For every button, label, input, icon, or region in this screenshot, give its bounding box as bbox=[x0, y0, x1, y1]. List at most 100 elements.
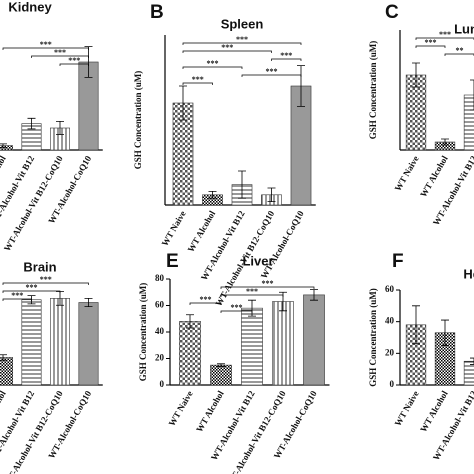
significance-label: *** bbox=[231, 303, 243, 312]
significance-label: *** bbox=[68, 56, 80, 65]
y-tick-label: 40 bbox=[385, 316, 395, 326]
significance-label: *** bbox=[262, 279, 274, 288]
bar bbox=[0, 357, 13, 386]
significance-label: *** bbox=[221, 43, 233, 52]
error-bar bbox=[179, 85, 187, 121]
error-bar bbox=[84, 297, 93, 308]
error-bar bbox=[470, 357, 474, 365]
y-tick-label: 80 bbox=[155, 273, 165, 283]
error-bar bbox=[27, 117, 36, 130]
y-tick-label: 0 bbox=[160, 379, 165, 389]
significance-label: *** bbox=[439, 30, 451, 39]
error-bar bbox=[441, 138, 449, 146]
error-bar bbox=[238, 170, 246, 199]
significance-bracket bbox=[415, 45, 446, 48]
x-tick-label: WT Alcohol bbox=[194, 389, 226, 434]
panel-title: Lung bbox=[454, 21, 474, 36]
y-axis-label: GSH Concentration (uM) bbox=[133, 71, 143, 170]
significance-label: *** bbox=[40, 40, 52, 49]
panel-letter: B bbox=[150, 2, 164, 23]
error-bar bbox=[441, 319, 449, 346]
significance-bracket bbox=[182, 66, 243, 69]
error-bar bbox=[412, 62, 420, 88]
y-tick-label: 0 bbox=[390, 379, 395, 389]
error-bar bbox=[217, 363, 225, 367]
significance-label: *** bbox=[280, 51, 292, 60]
significance-label: *** bbox=[11, 291, 23, 300]
error-bar bbox=[56, 121, 64, 135]
error-bar bbox=[310, 289, 318, 301]
y-axis-label: GSH Concentration (uM) bbox=[138, 283, 148, 382]
significance-label: *** bbox=[236, 35, 248, 44]
significance-bracket bbox=[182, 82, 213, 85]
bar bbox=[463, 94, 474, 151]
significance-bracket bbox=[2, 282, 89, 285]
panel-title: Kidney bbox=[8, 0, 52, 14]
significance-bracket bbox=[220, 294, 284, 297]
bar bbox=[210, 364, 232, 386]
error-bar bbox=[470, 79, 474, 111]
bar bbox=[0, 145, 13, 151]
significance-label: *** bbox=[425, 38, 437, 47]
x-tick-label: WT Alcohol bbox=[418, 154, 450, 199]
bar bbox=[463, 360, 474, 386]
significance-label: *** bbox=[192, 75, 204, 84]
y-tick-label: 40 bbox=[155, 326, 165, 336]
panel-letter: E bbox=[166, 251, 179, 272]
x-tick-label: WT Naive bbox=[393, 154, 421, 193]
error-bar bbox=[248, 299, 256, 317]
significance-bracket bbox=[415, 37, 474, 40]
significance-bracket bbox=[2, 290, 61, 293]
panel-letter: C bbox=[385, 2, 399, 23]
error-bar bbox=[0, 143, 7, 148]
significance-bracket bbox=[2, 47, 89, 50]
error-bar bbox=[186, 314, 194, 329]
panel-title: Liver bbox=[242, 253, 273, 268]
error-bar bbox=[297, 65, 305, 107]
significance-label: *** bbox=[266, 67, 278, 76]
significance-bracket bbox=[59, 63, 89, 66]
bar bbox=[241, 307, 263, 386]
x-tick-label: WT Naive bbox=[393, 389, 421, 428]
bar bbox=[272, 301, 294, 386]
y-tick-label: 60 bbox=[385, 284, 395, 294]
significance-bracket bbox=[2, 298, 32, 301]
y-axis-label: GSH Concentration (uM) bbox=[368, 288, 378, 387]
error-bar bbox=[412, 305, 420, 345]
x-tick-label: WT Alcohol bbox=[418, 389, 450, 434]
y-tick-label: 60 bbox=[155, 300, 165, 310]
bar bbox=[303, 294, 325, 386]
error-bar bbox=[208, 191, 217, 199]
bar bbox=[21, 299, 42, 386]
significance-label: *** bbox=[246, 287, 258, 296]
significance-label: *** bbox=[200, 295, 212, 304]
error-bar bbox=[84, 46, 93, 78]
significance-label: ** bbox=[456, 46, 464, 55]
x-tick-label: WT Naive bbox=[160, 209, 188, 248]
error-bar bbox=[267, 187, 276, 202]
significance-bracket bbox=[271, 58, 302, 61]
significance-label: *** bbox=[54, 48, 66, 57]
significance-bracket bbox=[220, 310, 253, 313]
bar bbox=[179, 321, 201, 386]
significance-bracket bbox=[220, 286, 315, 289]
panel-title: Heart bbox=[463, 266, 474, 281]
significance-label: *** bbox=[207, 59, 219, 68]
x-tick-label: WT Alcohol bbox=[186, 209, 218, 254]
y-axis-label: GSH Concentration (uM) bbox=[368, 41, 378, 140]
x-tick-label: WT Naive bbox=[167, 389, 195, 428]
y-tick-label: 20 bbox=[155, 353, 165, 363]
y-tick-label: 20 bbox=[385, 347, 395, 357]
significance-bracket bbox=[31, 55, 89, 58]
significance-bracket bbox=[444, 53, 474, 56]
significance-bracket bbox=[241, 74, 302, 77]
error-bar bbox=[0, 354, 7, 361]
bar bbox=[78, 302, 99, 386]
significance-label: *** bbox=[26, 283, 38, 292]
significance-bracket bbox=[189, 302, 222, 305]
significance-label: *** bbox=[40, 275, 52, 284]
panel-letter: F bbox=[392, 251, 404, 272]
significance-bracket bbox=[182, 50, 272, 53]
bar bbox=[50, 298, 70, 386]
